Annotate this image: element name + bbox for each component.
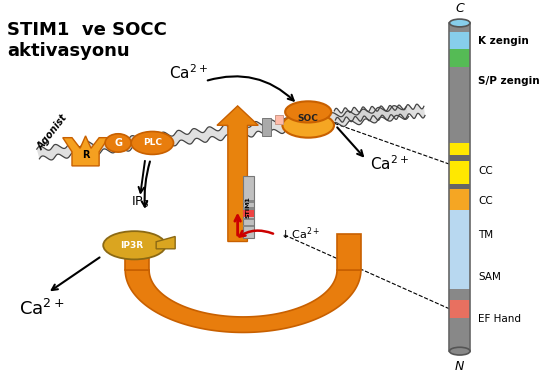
Text: CC: CC [478, 196, 493, 206]
Polygon shape [125, 270, 361, 333]
Text: N: N [455, 360, 465, 373]
Bar [243, 176, 254, 238]
Bar [243, 210, 254, 217]
Bar [243, 225, 254, 227]
Ellipse shape [103, 231, 166, 260]
Bar [243, 207, 254, 210]
Bar [450, 143, 470, 155]
Polygon shape [37, 106, 408, 160]
Text: Ca$^{2+}$: Ca$^{2+}$ [19, 299, 65, 319]
Ellipse shape [105, 134, 131, 152]
Bar [450, 300, 470, 318]
Bar [275, 115, 282, 123]
Text: IP3R: IP3R [120, 241, 143, 250]
Bar [450, 23, 470, 32]
Text: C: C [455, 2, 464, 15]
Polygon shape [63, 136, 108, 166]
Polygon shape [156, 237, 175, 249]
Bar [450, 183, 470, 189]
Bar [450, 67, 470, 143]
Ellipse shape [450, 19, 470, 27]
Bar [450, 32, 470, 50]
Bar [450, 155, 470, 160]
Polygon shape [217, 106, 258, 242]
Bar [450, 210, 470, 290]
Bar [243, 200, 254, 202]
Bar [450, 318, 470, 351]
Text: STIM1  ve SOCC
aktivasyonu: STIM1 ve SOCC aktivasyonu [7, 21, 166, 60]
Text: G: G [114, 138, 122, 148]
Bar [262, 118, 271, 136]
Ellipse shape [131, 132, 174, 154]
Text: SOC: SOC [298, 114, 319, 123]
Polygon shape [337, 234, 361, 270]
Text: CC: CC [478, 166, 493, 176]
Polygon shape [334, 104, 425, 122]
Bar [243, 217, 254, 220]
Bar [450, 290, 470, 300]
Ellipse shape [282, 113, 334, 138]
Text: STIM1: STIM1 [246, 196, 251, 218]
Text: K zengin: K zengin [478, 36, 529, 46]
Text: R: R [82, 150, 89, 160]
Polygon shape [125, 234, 149, 270]
Ellipse shape [285, 101, 331, 123]
Ellipse shape [450, 347, 470, 355]
Text: PLC: PLC [143, 138, 162, 147]
Bar [450, 50, 470, 67]
Text: Agonist: Agonist [36, 113, 70, 152]
Text: SAM: SAM [478, 272, 501, 282]
Text: EF Hand: EF Hand [478, 314, 521, 324]
Text: S/P zengin: S/P zengin [478, 76, 540, 86]
Text: TM: TM [478, 230, 493, 240]
Text: IP$_3$: IP$_3$ [131, 195, 149, 210]
Bar [450, 160, 470, 183]
Bar [450, 189, 470, 210]
Text: Ca$^{2+}$: Ca$^{2+}$ [169, 63, 208, 82]
Text: $\downarrow$Ca$^{2+}$: $\downarrow$Ca$^{2+}$ [279, 226, 321, 242]
Text: Ca$^{2+}$: Ca$^{2+}$ [370, 155, 409, 174]
